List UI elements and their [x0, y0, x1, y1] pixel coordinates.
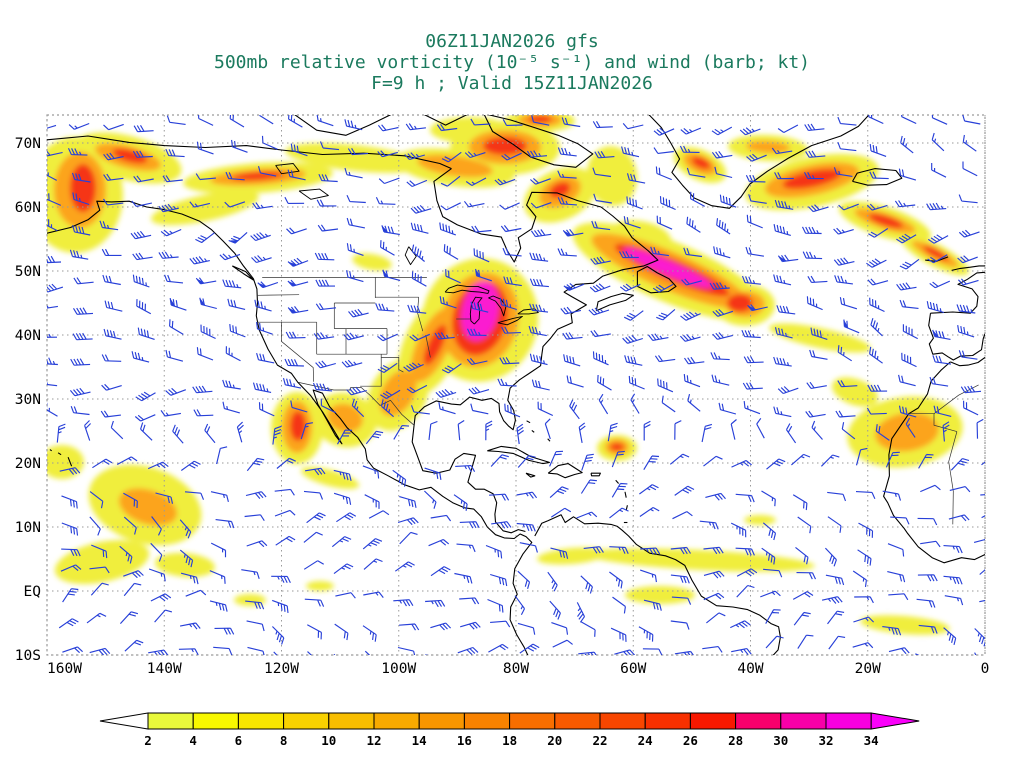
colorbar-tick-label: 20 [547, 733, 562, 748]
lon-tick-label: 160W [47, 661, 82, 677]
lat-tick-label: 10S [15, 648, 41, 664]
title-run-line: 06Z11JAN2026 gfs [425, 31, 599, 52]
lon-tick-label: 80W [503, 661, 529, 677]
lon-tick-label: 40W [737, 661, 763, 677]
colorbar-tick-label: 16 [457, 733, 472, 748]
lon-tick-label: 120W [264, 661, 299, 677]
colorbar-tick-label: 34 [864, 733, 879, 748]
colorbar: 2 4 6 8 10 12 14 16 18 20 22 24 26 28 30 32 34 [99, 712, 920, 748]
lat-tick-label: 40N [15, 328, 41, 344]
lat-tick-label: 20N [15, 456, 41, 472]
colorbar-tick-label: 28 [728, 733, 743, 748]
lon-tick-label: 140W [147, 661, 182, 677]
latitude-axis-labels: 70N 60N 50N 40N 30N 20N 10N EQ 10S [15, 136, 41, 664]
colorbar-tick-label: 6 [235, 733, 243, 748]
lon-tick-label: 100W [381, 661, 416, 677]
colorbar-tick-label: 18 [502, 733, 517, 748]
colorbar-tick-label: 4 [189, 733, 197, 748]
lat-tick-label: 10N [15, 520, 41, 536]
vorticity-shading [47, 115, 969, 635]
colorbar-tick-label: 32 [818, 733, 833, 748]
lon-tick-label: 20W [855, 661, 881, 677]
colorbar-tick-label: 14 [412, 733, 427, 748]
colorbar-tick-label: 22 [592, 733, 607, 748]
lat-tick-label: 70N [15, 136, 41, 152]
lat-tick-label: 60N [15, 200, 41, 216]
lat-tick-label: 50N [15, 264, 41, 280]
title-field-line: 500mb relative vorticity (10⁻⁵ s⁻¹) and … [213, 52, 811, 73]
wind-barbs [47, 115, 985, 655]
lon-tick-label: 60W [620, 661, 646, 677]
colorbar-tick-label: 26 [683, 733, 698, 748]
colorbar-tick-label: 30 [773, 733, 788, 748]
lat-tick-label: EQ [24, 584, 41, 600]
colorbar-tick-label: 12 [366, 733, 381, 748]
colorbar-tick-label: 10 [321, 733, 336, 748]
longitude-axis-labels: 160W 140W 120W 100W 80W 60W 40W 20W 0 [47, 661, 989, 677]
title-valid-line: F=9 h ; Valid 15Z11JAN2026 [371, 73, 653, 94]
colorbar-tick-label: 24 [638, 733, 653, 748]
colorbar-tick-label: 2 [144, 733, 152, 748]
plot-title-block: 06Z11JAN2026 gfs 500mb relative vorticit… [0, 31, 1024, 94]
colorbar-tick-label: 8 [280, 733, 288, 748]
lon-tick-label: 0 [981, 661, 990, 677]
lat-tick-label: 30N [15, 392, 41, 408]
